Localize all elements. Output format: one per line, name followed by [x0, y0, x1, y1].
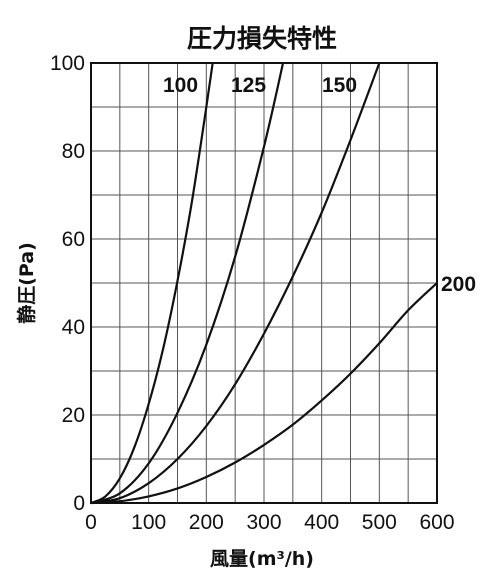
x-tick-label: 600 [419, 511, 454, 534]
x-tick-label: 200 [189, 511, 224, 534]
curve-100 [90, 62, 214, 505]
curve-150 [90, 62, 381, 505]
curve-label-100: 100 [163, 74, 198, 97]
y-axis-ticks: 0 20 40 60 80 100 [50, 52, 85, 515]
x-tick-label: 300 [246, 511, 281, 534]
curve-labels: 100 125 150 200 [163, 74, 476, 296]
curves [90, 62, 438, 505]
y-tick-label: 40 [62, 316, 85, 339]
chart-title: 圧力損失特性 [187, 24, 337, 53]
x-axis-ticks: 0 100 200 300 400 500 600 [85, 511, 454, 534]
x-tick-label: 500 [362, 511, 397, 534]
x-tick-label: 100 [131, 511, 166, 534]
y-tick-label: 20 [62, 404, 85, 427]
y-tick-label: 80 [62, 140, 85, 163]
curve-125 [90, 62, 285, 505]
curve-200 [90, 282, 438, 505]
grid [91, 63, 437, 503]
curve-label-150: 150 [322, 74, 357, 97]
x-axis-label: 風量(m³/h) [210, 548, 314, 570]
curve-label-125: 125 [231, 74, 266, 97]
y-tick-label: 100 [50, 52, 85, 75]
y-tick-label: 0 [73, 492, 85, 515]
x-tick-label: 400 [304, 511, 339, 534]
y-axis-label: 静圧(Pa) [15, 242, 38, 324]
x-tick-label: 0 [85, 511, 97, 534]
y-tick-label: 60 [62, 228, 85, 251]
curve-label-200: 200 [441, 273, 476, 296]
